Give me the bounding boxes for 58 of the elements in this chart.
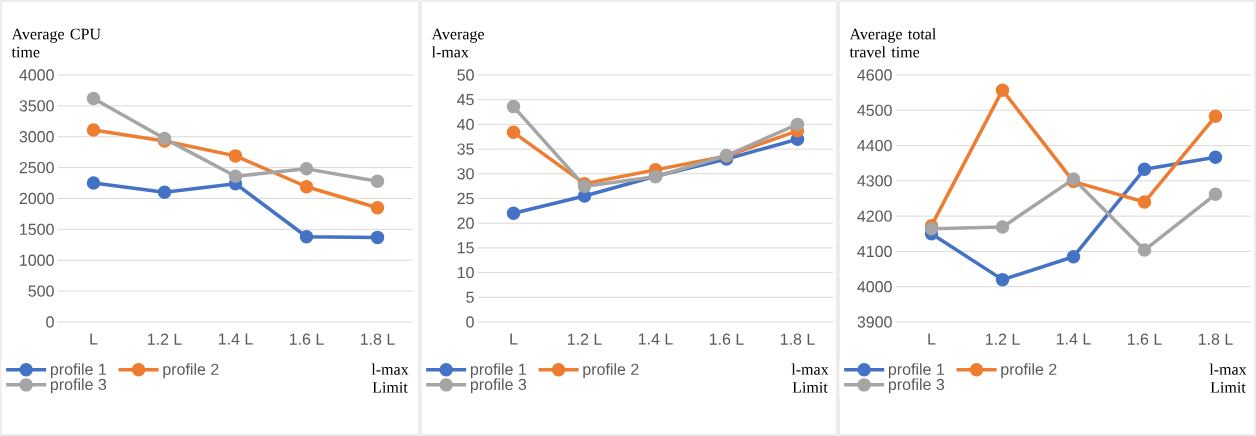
y-tick-label: 0 [46, 316, 54, 328]
y-tick-label: 25 [457, 192, 474, 205]
x-tick-label: 1.4 L [218, 333, 253, 345]
y-tick-label: 3900 [857, 316, 892, 328]
chart-title: Average CPU time [11, 28, 101, 58]
y-tick-label: 4600 [857, 69, 892, 81]
x-tick-label: 1.4 L [1056, 333, 1091, 345]
legend-label: profile 2 [583, 363, 639, 379]
x-tick-label: 1.8 L [360, 333, 395, 345]
legend-label: profile 1 [50, 363, 107, 379]
chart-title: Average l-max [431, 28, 484, 58]
legend-label: profile 1 [470, 363, 527, 379]
legend-label: profile 1 [888, 363, 945, 379]
y-tick-label: 4000 [19, 69, 54, 81]
y-tick-label: 30 [457, 168, 474, 180]
x-axis-title: l-max Limit [1209, 363, 1247, 393]
x-tick-label: L [928, 333, 936, 345]
y-tick-label: 5 [466, 291, 474, 303]
x-axis-title: l-max Limit [371, 363, 409, 393]
y-tick-label: 4300 [857, 175, 892, 187]
x-tick-label: L [510, 333, 518, 345]
x-tick-label: 1.8 L [1198, 333, 1233, 345]
y-tick-label: 500 [28, 285, 54, 297]
x-tick-label: 1.6 L [709, 333, 744, 345]
y-tick-label: 50 [457, 69, 474, 81]
legend-label: profile 3 [50, 378, 107, 394]
x-tick-label: 1.6 L [1127, 333, 1162, 345]
chart-title: Average total travel time [849, 28, 936, 58]
y-tick-label: 40 [457, 118, 474, 131]
y-tick-label: 0 [466, 316, 474, 328]
y-tick-label: 1500 [20, 223, 54, 236]
x-axis-title: l-max Limit [791, 363, 829, 393]
legend-label: profile 3 [470, 378, 527, 394]
y-tick-label: 4100 [857, 245, 892, 258]
x-tick-label: 1.2 L [147, 333, 182, 345]
y-tick-label: 10 [457, 266, 474, 279]
y-tick-label: 1000 [20, 254, 54, 266]
x-tick-label: L [90, 333, 98, 345]
x-tick-label: 1.4 L [638, 333, 673, 345]
y-tick-label: 45 [457, 94, 474, 106]
y-tick-label: 2000 [19, 192, 54, 205]
y-tick-label: 4500 [857, 104, 892, 116]
x-tick-label: 1.2 L [567, 333, 602, 345]
legend-label: profile 3 [888, 378, 945, 394]
y-tick-label: 35 [457, 143, 474, 155]
x-tick-label: 1.6 L [289, 333, 324, 345]
legend-label: profile 2 [1001, 363, 1057, 379]
x-tick-label: 1.2 L [985, 333, 1020, 345]
y-tick-label: 4200 [857, 210, 892, 222]
x-tick-label: 1.8 L [780, 333, 815, 345]
y-tick-label: 20 [457, 217, 474, 229]
y-tick-label: 15 [457, 242, 474, 254]
y-tick-label: 4000 [857, 281, 892, 293]
y-tick-label: 2500 [19, 161, 54, 174]
y-tick-label: 3500 [19, 100, 54, 112]
y-tick-label: 3000 [19, 131, 54, 143]
y-tick-label: 4400 [857, 139, 892, 152]
legend-label: profile 2 [163, 363, 219, 379]
